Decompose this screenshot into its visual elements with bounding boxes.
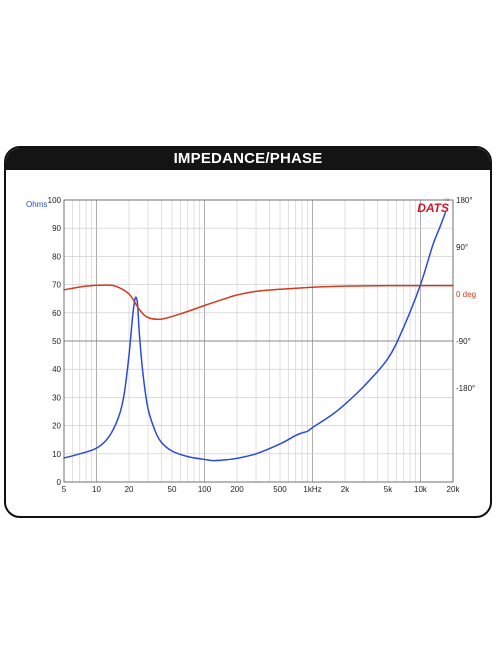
y-left-tick-label: 70: [52, 281, 61, 290]
y-right-tick-label: 180°: [456, 196, 473, 205]
x-tick-label: 10k: [414, 485, 428, 494]
chart-title: IMPEDANCE/PHASE: [6, 148, 490, 170]
x-tick-label: 100: [198, 485, 212, 494]
x-tick-label: 50: [168, 485, 177, 494]
y-left-tick-label: 30: [52, 393, 61, 402]
plot-frame: [63, 199, 454, 483]
y-left-tick-label: 50: [52, 337, 61, 346]
y-left-tick-label: 20: [52, 422, 61, 431]
y-right-tick-label: -90°: [456, 337, 471, 346]
x-tick-label: 2k: [341, 485, 350, 494]
y-left-tick-label: 0: [57, 478, 62, 487]
y-right-tick-label: 0 deg: [456, 290, 476, 299]
impedance-phase-chart: 5 10 20 50 100 200 500 1kHz 2k 5k 10k 20k 0 10 20 30 40 5…: [26, 196, 476, 494]
y-left-tick-label: 60: [52, 309, 61, 318]
chart-card: IMPEDANCE/PHASE 5 10 20 50 100 200 500 1kHz 2k 5k…: [4, 146, 492, 518]
y-left-tick-label: 90: [52, 224, 61, 233]
x-tick-label: 5k: [384, 485, 393, 494]
axes: 5 10 20 50 100 200 500 1kHz 2k 5k 10k 20k 0 10 20 30 40 5…: [48, 196, 476, 494]
y-left-tick-label: 40: [52, 365, 61, 374]
y-axis-unit-label: Ohms: [26, 200, 47, 209]
x-tick-label: 20: [125, 485, 134, 494]
x-tick-label: 20k: [447, 485, 461, 494]
x-tick-label: 1kHz: [303, 485, 321, 494]
x-tick-label: 10: [92, 485, 101, 494]
grid: [63, 199, 454, 483]
y-left-tick-label: 100: [48, 196, 62, 205]
impedance-series-line: [63, 211, 447, 462]
x-tick-label: 200: [230, 485, 244, 494]
y-left-tick-label: 10: [52, 450, 61, 459]
y-left-tick-label: 80: [52, 252, 61, 261]
y-right-tick-label: -180°: [456, 384, 475, 393]
x-tick-label: 500: [273, 485, 287, 494]
phase-series-line: [63, 284, 454, 321]
y-right-tick-label: 90°: [456, 243, 468, 252]
brand-logo-superscript: V3: [444, 197, 450, 202]
brand-logo: DATS: [417, 201, 449, 215]
x-tick-label: 5: [62, 485, 67, 494]
series-group: [63, 211, 454, 462]
